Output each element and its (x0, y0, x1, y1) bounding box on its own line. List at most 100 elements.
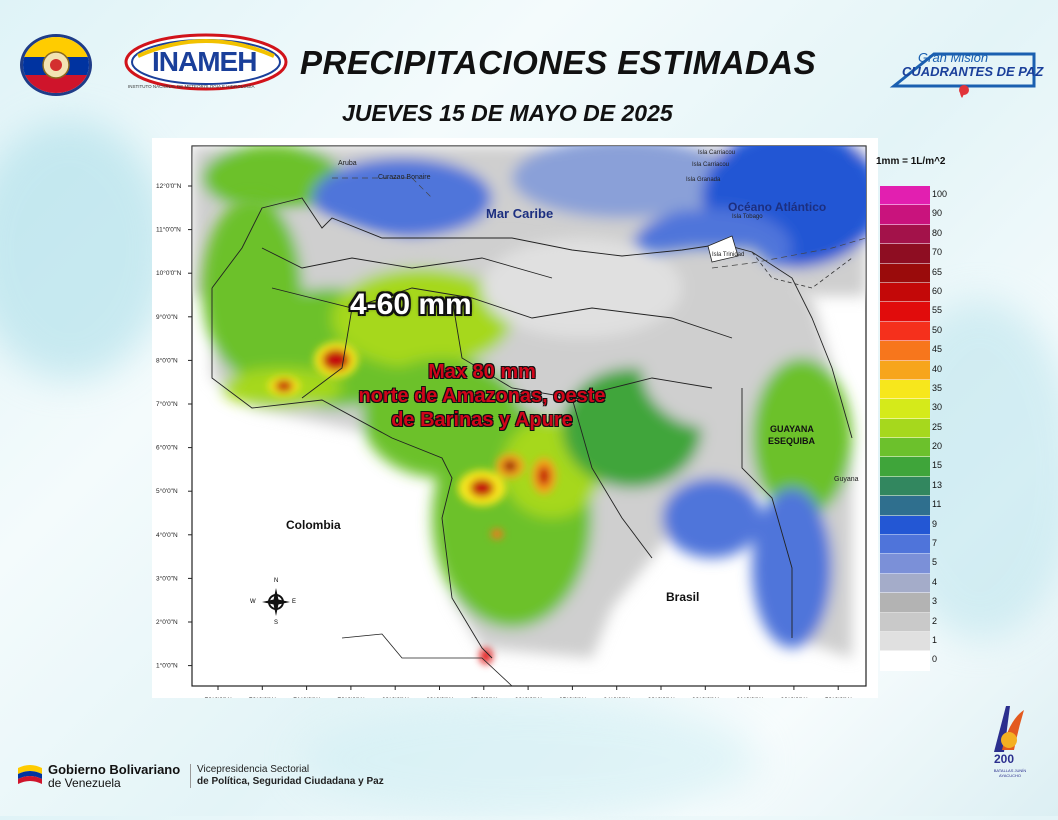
vice-line-1: Vicepresidencia Sectorial (197, 764, 310, 775)
legend-swatch: 25 (880, 418, 942, 439)
legend-value: 4 (932, 576, 938, 587)
legend-title: 1mm = 1L/m^2 (876, 156, 946, 167)
legend-value: 100 (932, 189, 948, 199)
annotation-max-line-1: Max 80 mm (428, 361, 536, 383)
gobierno-line-1: Gobierno Bolivariano (48, 762, 181, 777)
bicentenario-sub: BATALLAS JUNÍN AYACUCHO (993, 768, 1027, 778)
latitude-tick: 6°0'0"N (156, 444, 178, 452)
label-colombia: Colombia (286, 518, 341, 532)
legend-value: 11 (932, 499, 942, 510)
legend-value: 60 (932, 285, 943, 296)
legend-swatch: 65 (880, 263, 942, 283)
legend-value: 55 (932, 305, 943, 316)
longitude-tick: 60°0'0"W (781, 696, 809, 698)
compass-e: E (292, 599, 297, 605)
legend-swatch: 4 (880, 573, 937, 594)
latitude-tick: 11°0'0"N (156, 226, 181, 234)
longitude-tick: 72°0'0"W (249, 696, 277, 698)
label-aruba: Aruba (338, 160, 357, 167)
longitude-tick: 67°0'0"W (470, 696, 498, 698)
latitude-tick: 10°0'0"N (156, 269, 182, 277)
legend-swatch: 13 (880, 476, 942, 497)
latitude-tick: 3°0'0"N (156, 574, 178, 582)
compass-n: N (274, 578, 279, 584)
map-canvas: 12°0'0"N 11°0'0"N 10°0'0"N 9°0'0"N 8°0'0"N 7°… (156, 145, 867, 698)
legend-value: 25 (932, 421, 943, 432)
legend-swatch: 55 (880, 302, 942, 322)
compass-rose (262, 588, 290, 616)
label-oceano-atlantico: Océano Atlántico (728, 200, 827, 214)
latitude-tick: 4°0'0"N (156, 531, 178, 539)
label-esequiba: ESEQUIBA (768, 436, 816, 446)
gran-mision-logo: Gran Misión CUADRANTES DE PAZ (884, 46, 1044, 102)
background-patch (0, 120, 170, 380)
bicentenario-logo: 200 BATALLAS JUNÍN AYACUCHO (984, 700, 1034, 790)
legend-swatch: 2 (880, 612, 937, 632)
latitude-tick: 12°0'0"N (156, 182, 182, 190)
gran-mision-bottom: CUADRANTES DE PAZ (902, 64, 1044, 79)
legend-value: 35 (932, 382, 943, 393)
compass-w: W (250, 599, 256, 605)
legend-value: 1 (932, 634, 938, 645)
legend-value: 3 (932, 596, 938, 607)
label-brasil: Brasil (666, 590, 700, 604)
legend-swatch: 0 (880, 651, 937, 671)
legend-swatch: 50 (880, 321, 942, 342)
legend-swatch: 90 (880, 205, 942, 225)
longitude-tick: 59°0'0"W (825, 696, 853, 698)
inameh-wordmark: INAMEH (152, 46, 257, 77)
venezuela-flag-icon (18, 765, 42, 784)
legend-swatch: 15 (880, 457, 942, 477)
label-isla-trinidad: Isla Trinidad (712, 252, 745, 258)
legend-value: 9 (932, 518, 938, 529)
annotation-range: 4-60 mm (350, 288, 472, 321)
latitude-tick: 9°0'0"N (156, 313, 178, 321)
legend-value: 20 (932, 441, 943, 452)
inameh-subtitle: INSTITUTO NACIONAL DE METEOROLOGÍA E HID… (128, 84, 255, 89)
legend-value: 45 (932, 344, 943, 355)
longitude-tick: 62°0'0"W (692, 696, 720, 698)
vice-line-2: de Política, Seguridad Ciudadana y Paz (197, 776, 384, 787)
gobierno-line-2: de Venezuela (48, 776, 121, 790)
seal-logo (20, 34, 92, 96)
longitude-tick: 66°0'0"W (515, 696, 543, 698)
legend-value: 30 (932, 402, 943, 413)
gran-mision-top: Gran Misión (918, 50, 989, 65)
legend-value: 7 (932, 538, 938, 549)
legend-swatch: 7 (880, 535, 937, 555)
latitude-tick: 1°0'0"N (156, 662, 178, 670)
legend-swatch: 9 (880, 515, 937, 536)
label-isla-2: Isla Carriacou (692, 162, 730, 168)
latitude-tick: 5°0'0"N (156, 487, 178, 495)
legend-swatch: 30 (880, 399, 942, 419)
legend-swatch: 35 (880, 379, 942, 400)
longitude-tick: 63°0'0"W (648, 696, 676, 698)
label-guyana: Guyana (834, 476, 859, 483)
legend-swatch: 20 (880, 438, 942, 458)
label-isla-tobago: Isla Tobago (732, 214, 763, 220)
legend-value: 50 (932, 324, 943, 335)
label-isla-1: Isla Carriacou (698, 150, 736, 156)
label-guayana: GUAYANA (770, 424, 814, 434)
latitude-tick: 2°0'0"N (156, 618, 178, 626)
legend-swatch: 1 (880, 631, 937, 652)
annotation-max: Max 80 mm norte de Amazonas, oeste de Ba… (312, 360, 652, 432)
inameh-logo: INAMEH INSTITUTO NACIONAL DE METEOROLOGÍ… (124, 32, 288, 94)
legend-value: 40 (932, 363, 943, 374)
label-mar-caribe: Mar Caribe (486, 206, 554, 221)
legend-swatch: 100 (880, 186, 947, 206)
legend-value: 15 (932, 460, 943, 471)
legend-value: 13 (932, 479, 943, 490)
legend-swatch: 11 (880, 496, 941, 516)
legend-swatch: 70 (880, 244, 942, 264)
legend-swatch: 40 (880, 360, 942, 380)
annotation-max-line-3: de Barinas y Apure (391, 409, 573, 431)
longitude-tick: 64°0'0"W (603, 696, 631, 698)
latitude-tick-labels: 12°0'0"N 11°0'0"N 10°0'0"N 9°0'0"N 8°0'0"N 7°… (156, 182, 192, 670)
legend-value: 90 (932, 208, 943, 219)
label-isla-granada: Isla Granada (686, 177, 721, 183)
longitude-tick: 73°0'0"W (205, 696, 233, 698)
longitude-tick: 69°0'0"W (382, 696, 410, 698)
longitude-tick-labels: 73°0'0"W 72°0'0"W 71°0'0"W 70°0'0"W 69°0'0"W… (205, 686, 853, 698)
legend-swatch: 3 (880, 593, 937, 613)
